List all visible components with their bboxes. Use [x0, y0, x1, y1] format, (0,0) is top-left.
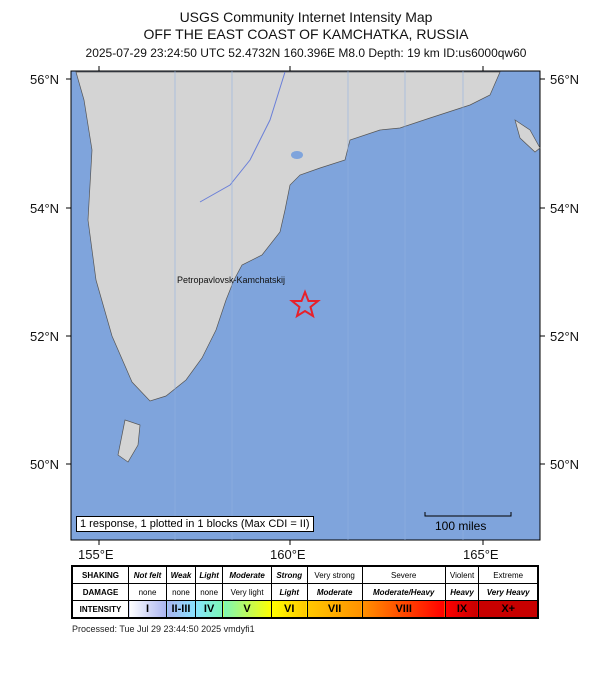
ticks	[66, 66, 545, 545]
lon-label: 155°E	[78, 547, 114, 562]
shaking-cell: Weak	[166, 565, 196, 584]
shaking-cell: Extreme	[478, 565, 539, 584]
intensity-cell: IV	[194, 600, 224, 619]
damage-cell: Very light	[222, 583, 272, 601]
shaking-cell: Violent	[444, 565, 480, 584]
damage-cell: Heavy	[444, 583, 480, 601]
shaking-cell: Not felt	[128, 565, 167, 584]
kuril-island	[117, 419, 141, 463]
shaking-cell: Strong	[270, 565, 308, 584]
lat-label: 56°N	[550, 72, 580, 87]
row-header: DAMAGE	[71, 583, 129, 601]
gridlines	[174, 71, 464, 540]
intensity-row: INTENSITY I II-III IV V VI VII VIII IX X+	[71, 600, 539, 619]
damage-cell: Light	[270, 583, 308, 601]
intensity-cell: V	[222, 600, 272, 619]
lake	[291, 151, 303, 159]
damage-cell: Moderate/Heavy	[361, 583, 446, 601]
damage-cell: none	[194, 583, 224, 601]
epicenter-star-icon[interactable]	[289, 289, 321, 319]
scale-label: 100 miles	[435, 519, 487, 533]
lon-label: 165°E	[463, 547, 499, 562]
row-header: SHAKING	[71, 565, 129, 584]
scale-bar	[424, 512, 512, 517]
damage-cell: none	[128, 583, 167, 601]
intensity-cell: VII	[306, 600, 363, 619]
processed-timestamp: Processed: Tue Jul 29 23:44:50 2025 vmdy…	[72, 624, 255, 634]
response-summary: 1 response, 1 plotted in 1 blocks (Max C…	[76, 516, 314, 532]
intensity-cell: X+	[478, 600, 539, 619]
lat-label: 54°N	[30, 201, 60, 216]
lon-label: 160°E	[270, 547, 306, 562]
lat-label: 50°N	[550, 457, 580, 472]
intensity-cell: VIII	[361, 600, 446, 619]
shaking-cell: Very strong	[306, 565, 363, 584]
intensity-legend: SHAKING Not felt Weak Light Moderate Strong Ve…	[71, 565, 539, 619]
damage-cell: Very Heavy	[478, 583, 539, 601]
damage-cell: none	[166, 583, 196, 601]
intensity-cell: VI	[270, 600, 308, 619]
commander-island	[514, 119, 541, 153]
region-title: OFF THE EAST COAST OF KAMCHATKA, RUSSIA	[143, 26, 469, 42]
shaking-row: SHAKING Not felt Weak Light Moderate Strong Ve…	[71, 565, 539, 584]
city-label: Petropavlovsk-Kamchatskij	[177, 275, 286, 285]
damage-cell: Moderate	[306, 583, 363, 601]
shaking-cell: Light	[194, 565, 224, 584]
lat-label: 52°N	[30, 329, 60, 344]
river	[199, 71, 286, 203]
lat-label: 50°N	[30, 457, 60, 472]
damage-row: DAMAGE none none none Very light Light Moderat…	[71, 583, 539, 601]
intensity-cell: II-III	[166, 600, 196, 619]
intensity-cell: I	[128, 600, 167, 619]
intensity-cell: IX	[444, 600, 480, 619]
lat-label: 52°N	[550, 329, 580, 344]
event-info: 2025-07-29 23:24:50 UTC 52.4732N 160.396…	[85, 46, 527, 60]
shaking-cell: Severe	[361, 565, 446, 584]
shaking-cell: Moderate	[222, 565, 272, 584]
lat-label: 56°N	[30, 72, 60, 87]
map-title: USGS Community Internet Intensity Map	[179, 9, 433, 25]
lat-label: 54°N	[550, 201, 580, 216]
row-header: INTENSITY	[71, 600, 129, 619]
